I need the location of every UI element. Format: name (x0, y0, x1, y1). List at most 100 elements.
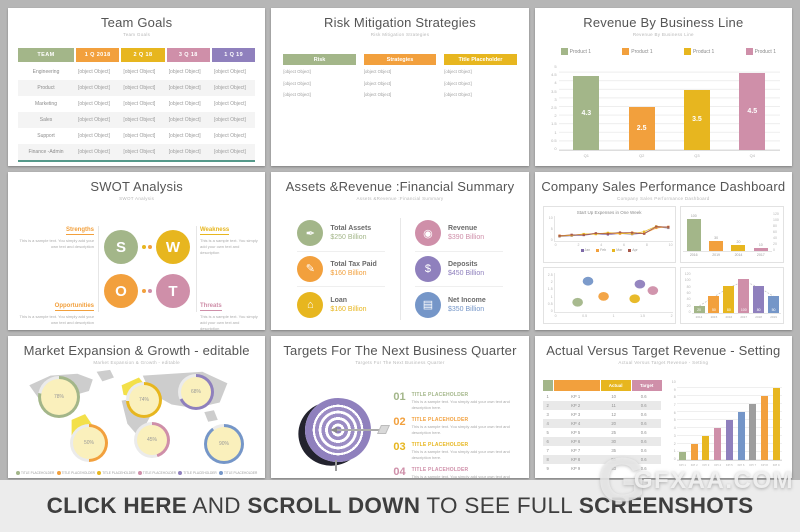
x-tick: KPI 3 (702, 462, 710, 467)
cell-target: 0.6 (640, 448, 647, 453)
cell-target: 0.6 (640, 394, 647, 399)
legend-dot (178, 471, 183, 475)
y-tick: 1.5 (551, 121, 557, 127)
legend-item: Product 1 (560, 48, 592, 55)
banner-link[interactable]: CLICK HERE AND SCROLL DOWN TO SEE FULL S… (0, 480, 800, 532)
target-item: 03 TITLE PLACEHOLDER This is a sample te… (393, 442, 514, 461)
bar: 100 (738, 278, 750, 313)
bar-value: 100 (740, 308, 747, 312)
bar (725, 420, 733, 460)
legend-label: Product 1 (754, 48, 776, 55)
connector-line (98, 226, 99, 312)
icon-glyph: $ (424, 262, 432, 275)
x-tick: 4 (600, 242, 603, 247)
table-cell: [object Object] (168, 69, 201, 75)
y-tick: 2.5 (547, 273, 553, 277)
bar (690, 444, 698, 460)
legend-dot (218, 471, 223, 475)
financial-icon: $ (414, 255, 441, 282)
y-tick: 0 (688, 309, 691, 314)
cell-actual: 11 (611, 403, 616, 408)
legend-item: Feb (596, 248, 606, 252)
cell-kp: KP 7 (571, 448, 581, 453)
sample-text: [object Object] (444, 69, 472, 74)
bar-value: 3.5 (692, 116, 702, 124)
legend-dot (56, 471, 61, 475)
x-tick: 0 (554, 242, 557, 247)
slide-subtitle: Risk Mitigation Strategies (370, 32, 430, 37)
bar-value: 50 (711, 308, 716, 312)
cell-index: 1 (546, 394, 549, 399)
y-tick: 0 (673, 456, 676, 461)
slide-subtitle: Targets For The Next Business Quarter (355, 360, 445, 365)
cell-target: 0.6 (640, 430, 647, 435)
page-title: SWOT Analysis (90, 179, 183, 194)
item-number: 02 (393, 416, 406, 428)
icon-glyph: ◉ (423, 227, 433, 240)
item-number: 03 (393, 441, 406, 453)
strategy-column: Risk [object Object] [object Object] [obje… (283, 54, 356, 104)
cell-index: 4 (546, 421, 549, 426)
legend-swatch (596, 248, 600, 252)
item-title: Loan (330, 296, 348, 304)
financial-text: Net Income $350 Billion (448, 297, 486, 313)
page-title: Assets &Revenue :Financial Summary (285, 179, 515, 194)
dart-shaft (337, 429, 382, 431)
cell-index: 5 (546, 430, 549, 435)
x-tick: 1.5 (640, 314, 645, 318)
x-tick: KPI 2 (690, 462, 698, 467)
strategy-column: Title Placeholder [object Object] [object… (444, 54, 517, 104)
cell-kp: KP 4 (571, 421, 581, 426)
swot-label-text: This is a sample text. You simply add yo… (19, 314, 94, 325)
financial-item: ✒ Total Assets $250 Billion (297, 216, 385, 251)
y-tick: 7 (673, 403, 676, 408)
swot-label-text: This is a sample text. You simply add yo… (19, 238, 94, 249)
item-number: 01 (393, 391, 406, 403)
bar: 80 (753, 285, 765, 313)
legend-item: TITLE PLACEHOLDER (178, 471, 217, 475)
sample-text: [object Object] (444, 92, 472, 98)
icon-glyph: ✎ (305, 263, 315, 276)
bar: 20 (693, 306, 705, 313)
page-title: Company Sales Performance Dashboard (541, 179, 786, 194)
x-tick: 0.5 (582, 314, 588, 318)
legend-swatch (612, 248, 616, 252)
watermark: G GFXAA.COM (598, 450, 794, 512)
legend-label: TITLE PLACEHOLDER (102, 471, 136, 475)
y-tick: 8 (673, 395, 676, 400)
legend-dot (97, 471, 102, 475)
row-label: Marketing (35, 101, 57, 107)
bar-value: 50 (771, 308, 776, 312)
financial-item: ✎ Total Tax Paid $160 Billion (297, 250, 385, 287)
watermark-text: GFXAA.COM (633, 467, 794, 494)
row-label: Engineering (32, 69, 60, 75)
legend-label: Product 1 (569, 48, 592, 55)
bar (731, 244, 746, 251)
financial-item: ◉ Revenue $390 Billion (414, 216, 503, 251)
cell-target: 0.6 (640, 466, 647, 471)
x-tick: 2019 (770, 315, 777, 319)
table-cell: [object Object] (168, 133, 201, 139)
banner-text-segment: SCREENSHOTS (578, 493, 754, 518)
target-item: 04 TITLE PLACEHOLDER This is a sample te… (393, 467, 514, 479)
x-tick: 1 (612, 314, 615, 318)
legend-swatch (745, 48, 753, 55)
page-title: Targets For The Next Business Quarter (283, 343, 517, 358)
y-tick: 20 (773, 242, 777, 246)
cell-index: 7 (546, 448, 549, 453)
swot-label: Threats This is a sample text. You simpl… (200, 294, 258, 330)
sample-text: [object Object] (363, 92, 392, 98)
bar-column: 20 (730, 212, 746, 251)
item-title: Deposits (447, 260, 478, 268)
y-tick: 1 (550, 294, 553, 299)
x-tick: 2018 (755, 315, 762, 319)
bar-value: 4.5 (747, 107, 758, 115)
x-tick: 2017 (756, 253, 765, 257)
legend-item: TITLE PLACEHOLDER (137, 471, 176, 475)
bar (714, 428, 722, 460)
x-tick: 2 (577, 242, 580, 247)
cell-actual: 10 (611, 394, 616, 399)
cell-actual: 50 (611, 457, 616, 462)
x-tick: Q1 (583, 153, 589, 158)
